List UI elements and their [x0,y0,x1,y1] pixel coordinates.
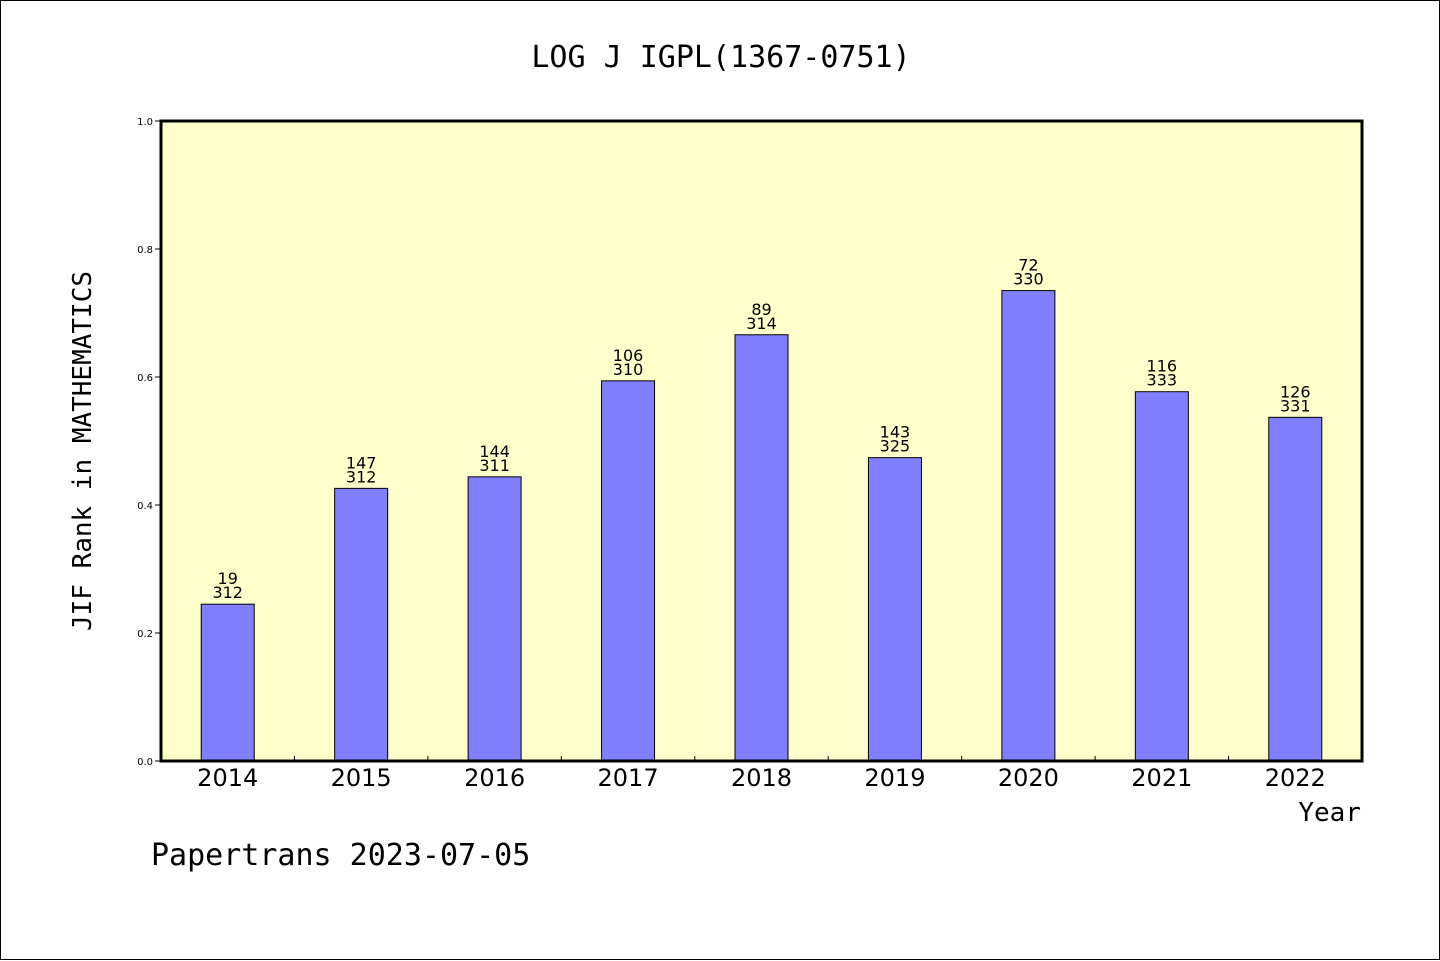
x-tick-label: 2014 [197,764,258,792]
bar-2022 [1268,416,1323,762]
x-tick-label: 2015 [331,764,392,792]
x-tick-label: 2022 [1265,764,1326,792]
bar-rank-label: 147 [346,453,377,472]
bars [200,290,1323,762]
x-axis-label: Year [1298,798,1361,828]
y-tick-label: 1.0 [137,117,153,128]
bar-rank-label: 19 [218,569,238,588]
bar-total-label: 310 [613,360,644,379]
x-tick-label: 2020 [998,764,1059,792]
x-tick-label: 2019 [864,764,925,792]
chart-title: LOG J IGPL(1367-0751) [531,40,910,75]
x-tick-label: 2018 [731,764,792,792]
y-tick-label: 0.2 [137,629,153,640]
y-axis-ticks: 0.0 0.2 0.4 0.6 0.8 1.0 [137,117,161,768]
bar-rank-label: 144 [479,442,510,461]
bar-rank-label: 106 [613,346,644,365]
y-tick-label: 0.8 [137,245,153,256]
y-axis-label: JIF Rank in MATHEMATICS [68,271,98,631]
bar-total-label: 331 [1280,396,1311,415]
bar-2015 [334,487,389,762]
bar-2017 [601,380,656,762]
bar-total-label: 333 [1147,371,1178,390]
y-tick-label: 0.4 [137,501,153,512]
bar-total-label: 314 [746,314,777,333]
bar-rank-label: 72 [1018,256,1038,275]
footer-credit: Papertrans 2023-07-05 [151,838,530,873]
bar-2021 [1134,391,1189,762]
bar-rank-label: 126 [1280,382,1311,401]
plot-border [159,119,1364,763]
bar-total-label: 330 [1013,270,1044,289]
y-tick-label: 0.6 [137,373,153,384]
bar-total-label: 312 [346,467,377,486]
bar-2016 [467,476,522,762]
bar-rank-label: 116 [1147,357,1178,376]
x-tick-label: 2021 [1131,764,1192,792]
bar-total-label: 325 [880,437,911,456]
bar-labels: 1931214731214431110631089314143325723301… [212,256,1310,603]
x-axis-ticks: 2014 2015 2016 2017 2018 2019 2020 2021 2022 [197,756,1326,792]
bar-rank-label: 89 [751,300,771,319]
bar-2019 [867,457,922,762]
bar-2014 [200,603,255,762]
bar-total-label: 311 [479,456,510,475]
bar-total-label: 312 [212,583,243,602]
bar-2018 [734,334,789,762]
bar-rank-label: 143 [880,423,911,442]
x-tick-label: 2017 [598,764,659,792]
x-tick-label: 2016 [464,764,525,792]
y-tick-label: 0.0 [137,757,153,768]
bar-2020 [1001,290,1056,762]
